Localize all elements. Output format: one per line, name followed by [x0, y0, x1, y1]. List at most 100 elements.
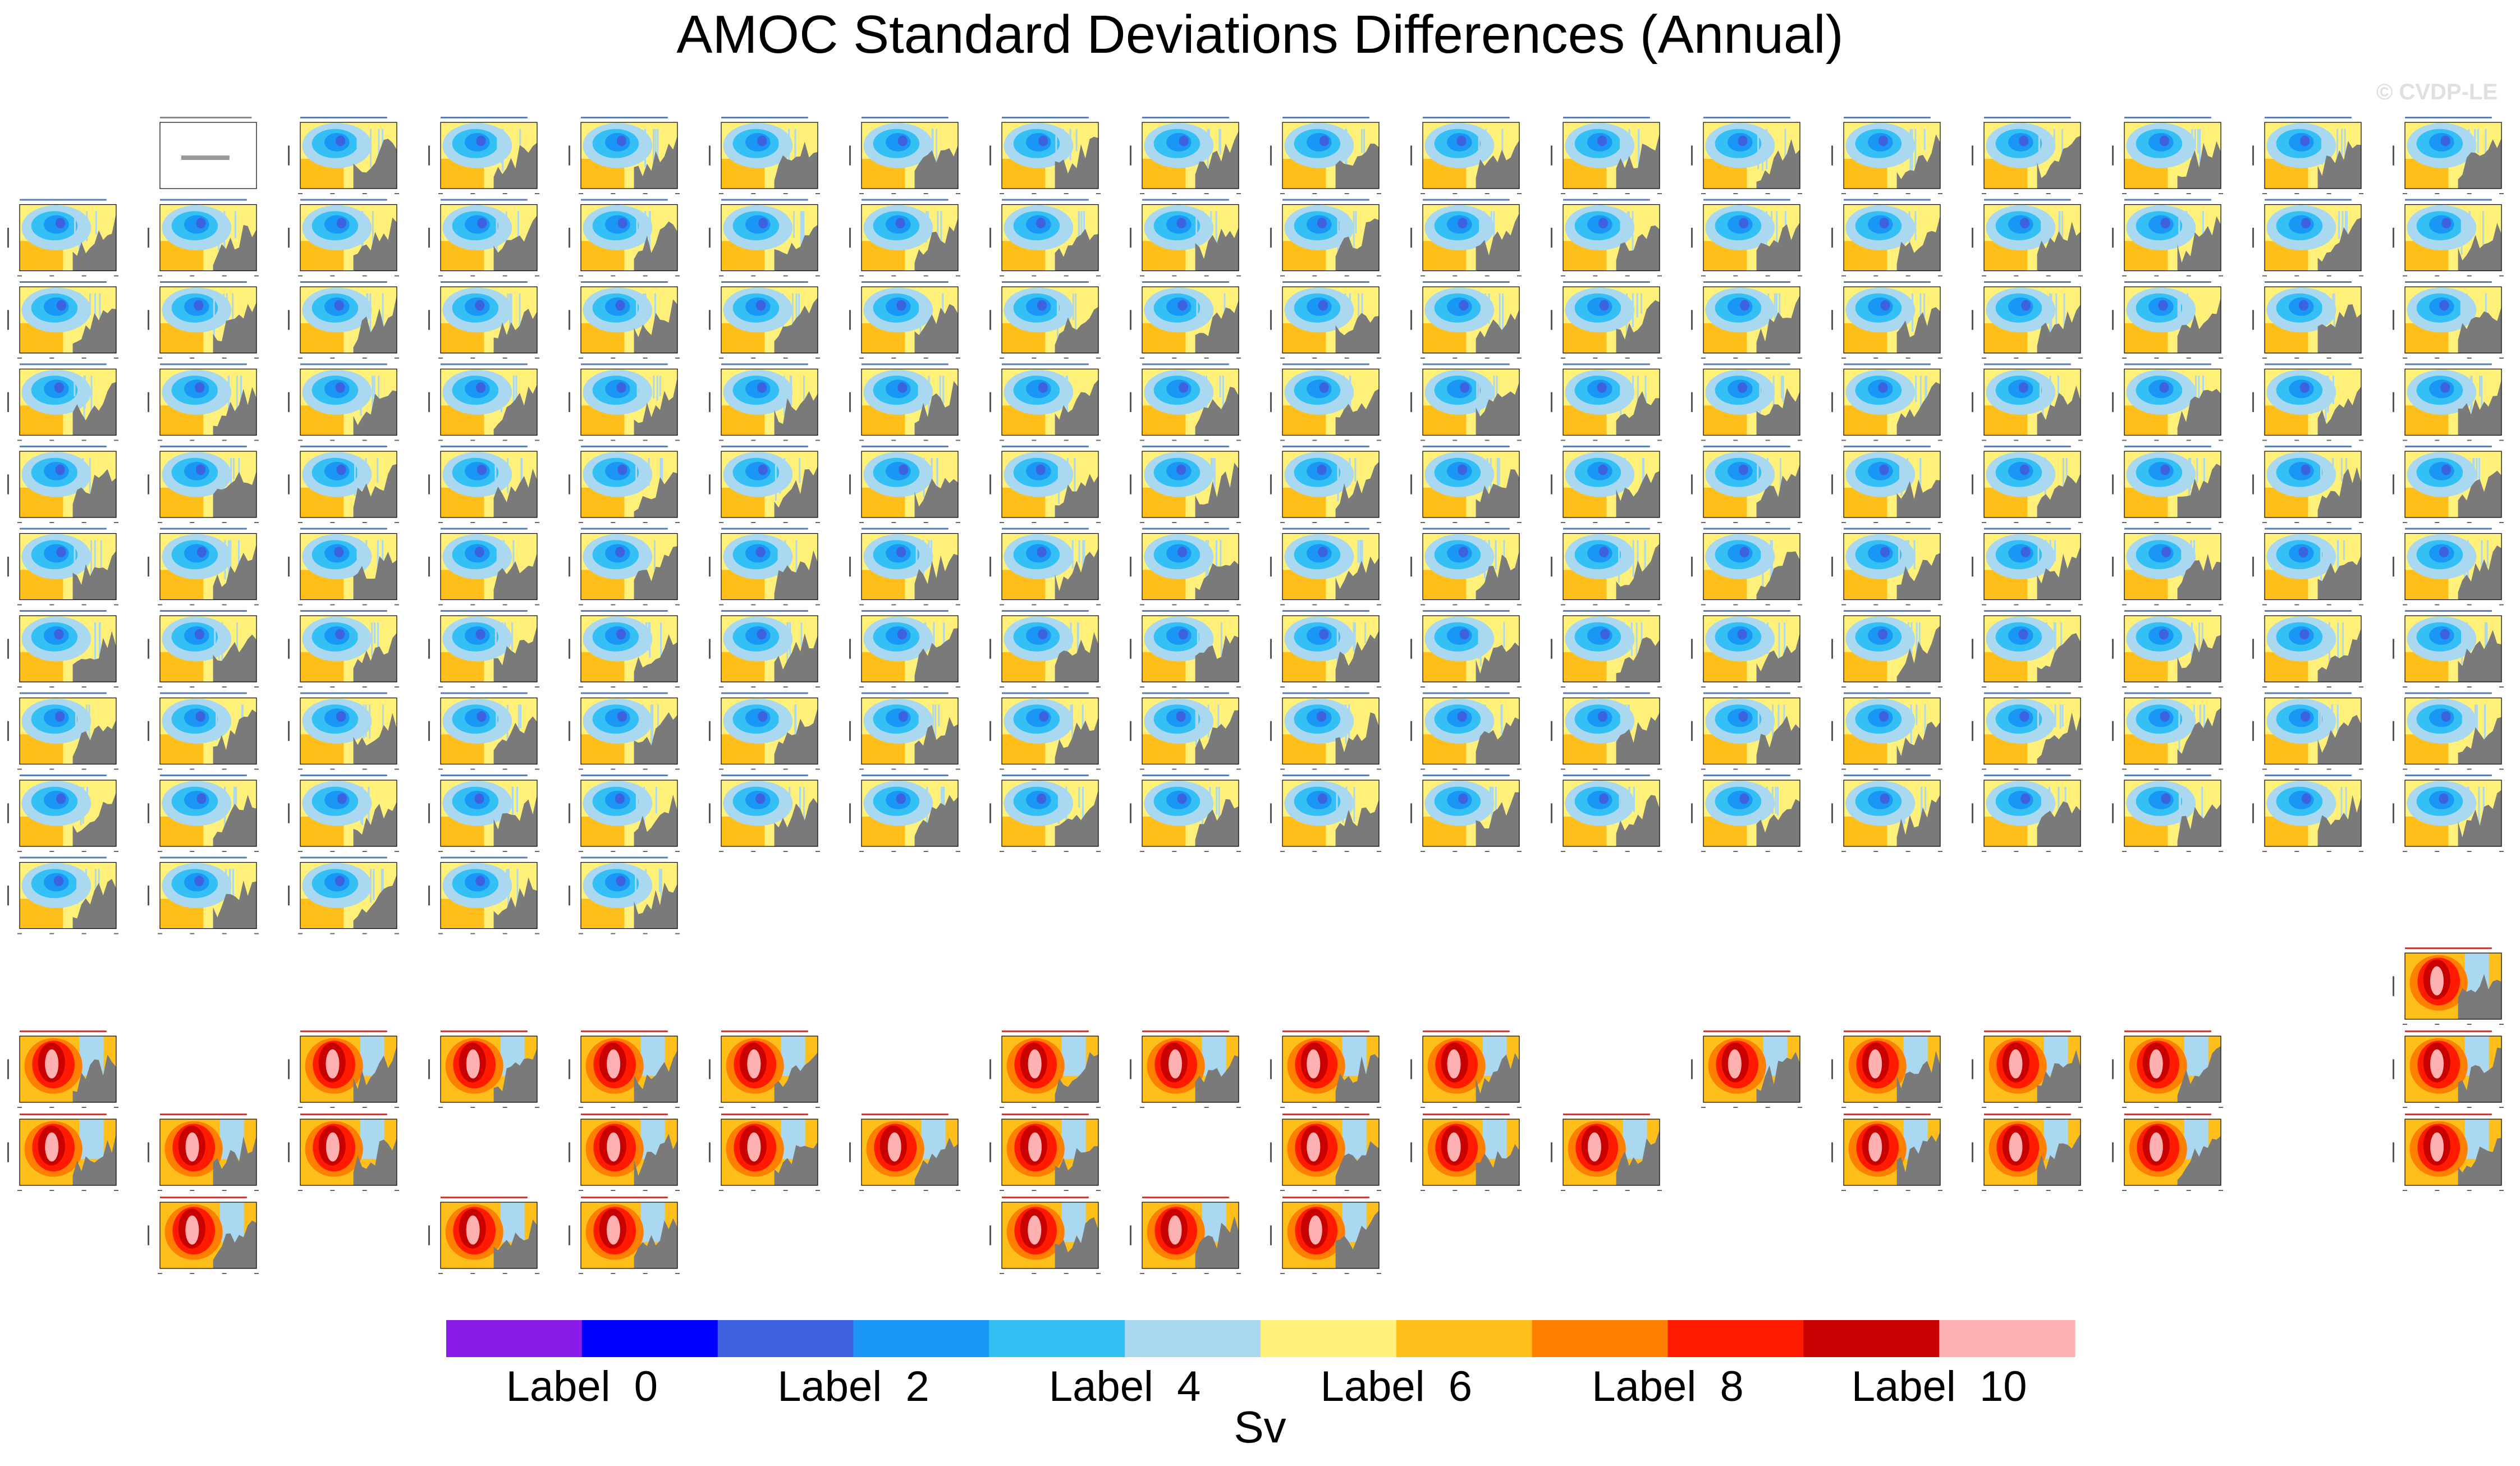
panel-streak — [1903, 786, 1905, 824]
panel-streak — [2468, 211, 2471, 239]
panel-blob — [758, 218, 768, 228]
panel-streak — [1220, 622, 1222, 666]
panel-xtick — [535, 275, 539, 277]
panel-streak — [1082, 540, 1084, 575]
panel-xtick — [2499, 522, 2504, 523]
panel-streak — [656, 375, 658, 401]
panel-title — [1282, 199, 1369, 201]
panel-streak — [2038, 129, 2040, 162]
panel-streak — [94, 293, 97, 319]
panel-title — [2124, 1030, 2211, 1032]
amoc-panel — [709, 117, 820, 194]
panel-xtick — [1561, 851, 1565, 852]
panel-streak — [1210, 211, 1212, 237]
panel-xtick — [2219, 439, 2223, 441]
panel-bathymetry — [1055, 306, 1098, 353]
panel-xtick — [2435, 851, 2440, 852]
amoc-panel — [1972, 528, 2083, 606]
panel-xtick — [719, 193, 723, 194]
panel-bathymetry — [2317, 386, 2361, 436]
panel-frame — [300, 780, 397, 847]
panel-bathymetry — [1195, 300, 1239, 353]
panel-xtick — [1517, 193, 1522, 194]
panel-xtick — [1064, 1107, 1069, 1108]
panel-xtick — [1312, 1190, 1317, 1191]
panel-xtick — [719, 522, 723, 523]
panel-frame — [1703, 204, 1800, 272]
panel-blob — [615, 793, 625, 804]
panel-xtick — [2359, 193, 2363, 194]
panel-xtick — [2122, 1107, 2127, 1108]
panel-xtick — [891, 686, 896, 688]
panel-bathymetry — [72, 720, 116, 764]
panel-blob — [1447, 1132, 1461, 1162]
panel-xtick — [114, 1107, 118, 1108]
panel-bathymetry — [2177, 553, 2221, 600]
panel-xtick — [1204, 358, 1209, 359]
panel-xtick — [923, 604, 928, 606]
panel-xtick — [751, 686, 756, 688]
panel-streak — [1771, 786, 1774, 814]
panel-xtick — [81, 1190, 86, 1191]
panel-ylabel — [1410, 1142, 1412, 1162]
panel-streak — [1065, 786, 1067, 829]
panel-xtick — [2294, 851, 2299, 852]
panel-ylabel — [1270, 145, 1272, 166]
panel-xtick — [1140, 522, 1144, 523]
panel-streak — [1621, 129, 1624, 166]
amoc-panel — [288, 528, 399, 606]
amoc-panel — [989, 1114, 1101, 1191]
panel-title — [581, 1114, 668, 1115]
panel-bathymetry — [213, 1135, 256, 1185]
panel-frame — [159, 615, 257, 682]
panel-streak — [2321, 129, 2323, 164]
panel-xtick — [1140, 358, 1144, 359]
panel-title — [2405, 1030, 2492, 1032]
panel-xtick — [330, 604, 335, 606]
panel-blob — [1599, 300, 1609, 311]
panel-xtick — [1064, 358, 1069, 359]
panel-streak — [1925, 375, 1927, 402]
panel-ylabel — [1551, 145, 1552, 166]
panel-xtick — [1701, 1107, 1706, 1108]
panel-streak — [2329, 622, 2331, 650]
panel-xtick — [114, 1190, 118, 1191]
panel-xtick — [643, 1190, 648, 1191]
panel-streak — [1355, 211, 1357, 233]
panel-xtick — [859, 768, 864, 770]
panel-blob — [2301, 793, 2312, 804]
panel-xtick — [1312, 1273, 1317, 1274]
panel-title — [1142, 775, 1229, 776]
panel-xtick — [1344, 851, 1349, 852]
panel-xtick — [2219, 275, 2223, 277]
panel-xtick — [1453, 1107, 1458, 1108]
panel-xtick — [1982, 604, 1986, 606]
panel-xtick — [1484, 1190, 1490, 1191]
panel-frame — [861, 1119, 959, 1186]
panel-ylabel — [709, 474, 711, 494]
panel-blob — [1739, 793, 1749, 804]
panel-blob — [474, 547, 484, 557]
panel-ylabel — [1972, 721, 1973, 741]
amoc-panel — [1270, 1114, 1381, 1191]
panel-title — [862, 281, 949, 283]
panel-xtick — [2078, 193, 2083, 194]
panel-streak — [2320, 457, 2322, 480]
panel-blob — [2301, 464, 2311, 475]
panel-streak — [356, 540, 359, 568]
panel-ylabel — [2112, 556, 2114, 577]
panel-xtick — [2499, 275, 2504, 277]
panel-bathymetry — [1476, 1053, 1519, 1102]
panel-streak — [94, 540, 96, 570]
panel-xtick — [783, 275, 788, 277]
panel-streak — [1201, 293, 1203, 317]
panel-xtick — [470, 1107, 475, 1108]
panel-streak — [2481, 375, 2483, 409]
panel-xtick — [1204, 768, 1209, 770]
panel-xtick — [1873, 358, 1878, 359]
panel-blob — [55, 711, 65, 722]
amoc-panel — [1972, 281, 2083, 359]
panel-xtick — [1453, 275, 1458, 277]
panel-frame — [580, 615, 678, 682]
panel-streak — [1205, 540, 1207, 578]
